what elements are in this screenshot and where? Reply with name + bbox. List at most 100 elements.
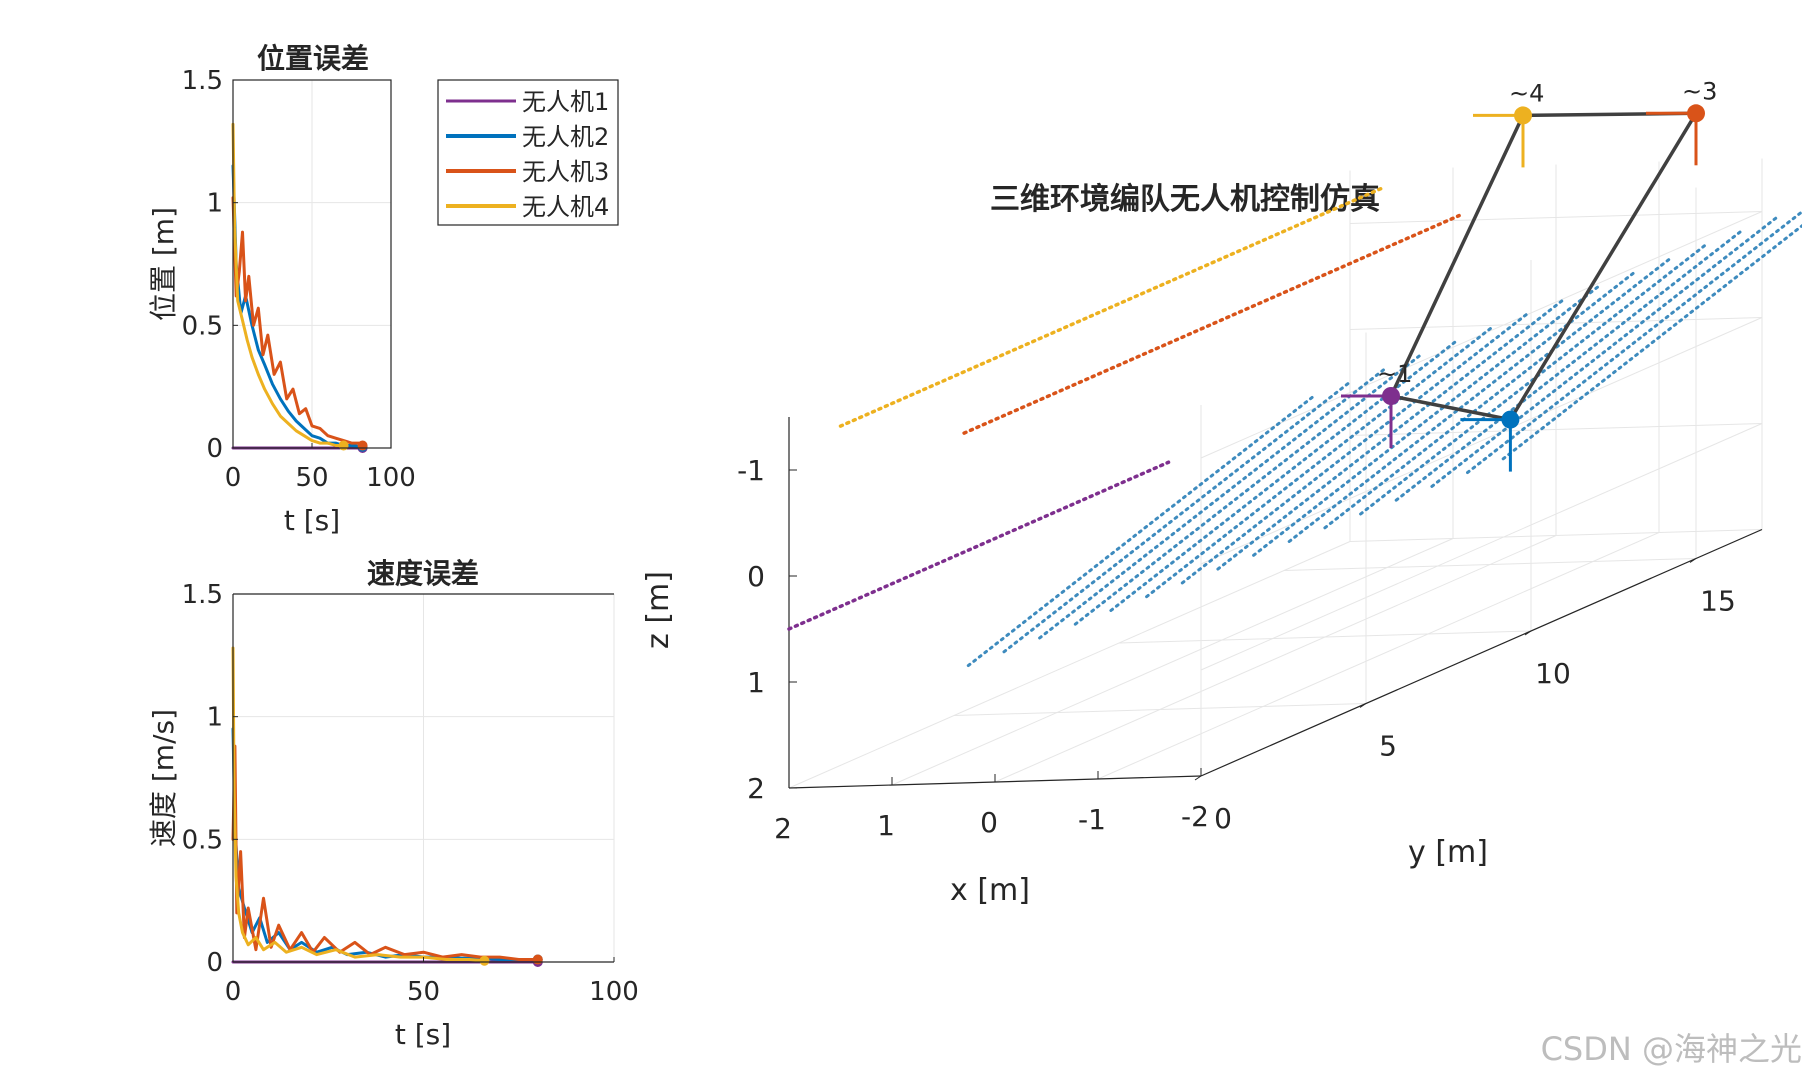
position-error-chart: 位置误差 0 50 100 0 0.5 1 1.5 t [s] 位置 [m] [147, 42, 416, 537]
sim3d-xtick-label-1: 1 [877, 809, 895, 842]
sim3d-ztick-label-2: 1 [747, 666, 765, 699]
vel-chart-title: 速度误差 [367, 557, 479, 590]
sim3d-drone-1 [1382, 387, 1400, 405]
pos-series-uav3 [231, 196, 365, 447]
vel-ytick-label-1: 0.5 [182, 825, 223, 855]
sim3d-ytick-label-1: 5 [1379, 730, 1397, 763]
sim3d-back-hgrid-1 [1349, 317, 1763, 330]
legend-entry-uav2: 无人机2 [446, 123, 609, 151]
sim3d-ytick-label-0: 0 [1214, 802, 1232, 835]
sim3d-xtick-label-2: 0 [980, 806, 998, 839]
sim3d-ytick-mark-1 [1359, 703, 1367, 708]
watermark: CSDN @海神之光 [1540, 1030, 1802, 1068]
pos-ytick-label-1: 0.5 [182, 311, 223, 341]
pos-x-ticks: 0 50 100 [225, 443, 416, 493]
vel-x-ticks: 0 50 100 [225, 957, 639, 1007]
vel-marker-uav4 [479, 955, 490, 966]
sim3d-ytick-mark-3 [1689, 558, 1697, 563]
sim3d-wake-line-1 [1002, 380, 1352, 654]
sim3d-back-hgrid-2 [1349, 423, 1763, 436]
sim3d-side-hgrid-2 [1200, 423, 1763, 671]
sim3d-ytick-label-3: 15 [1700, 585, 1736, 618]
pos-xtick-label-1: 50 [295, 463, 328, 493]
pos-marker-uav4 [338, 440, 349, 451]
legend-label-uav3: 无人机3 [522, 158, 609, 186]
sim3d-ylabel: y [m] [1408, 835, 1488, 870]
sim3d-xlabel: x [m] [950, 873, 1030, 908]
pos-ytick-label-2: 1 [206, 189, 223, 219]
sim3d-floor-xgrid-1 [891, 538, 1454, 786]
sim3d-link-1 [1389, 114, 1525, 397]
vel-ylabel: 速度 [m/s] [147, 709, 180, 847]
vel-series-uav4 [231, 646, 486, 963]
sim3d-ztick-label-1: 0 [747, 560, 765, 593]
pos-series-uav4 [231, 122, 346, 447]
sim3d-zlabel: z [m] [641, 571, 676, 649]
sim3d-drone-label-4: ~4 [1509, 79, 1544, 107]
sim3d-wake-line-3 [1073, 352, 1424, 626]
sim3d-trail-2 [838, 185, 1387, 428]
sim3d-ytick-label-2: 10 [1535, 657, 1571, 690]
pos-xtick-label-2: 100 [366, 463, 416, 493]
legend-box [437, 79, 619, 226]
legend-label-uav1: 无人机1 [522, 88, 609, 116]
sim3d-wake-pattern [966, 209, 1802, 668]
sim3d-drone-label-3: ~3 [1682, 77, 1717, 105]
vel-xtick-label-1: 50 [407, 977, 440, 1007]
sim3d-wake-line-8 [1252, 283, 1602, 557]
sim3d-side-hgrid-0 [1200, 211, 1763, 459]
sim3d-wake-line-5 [1145, 325, 1495, 599]
sim3d-wake-line-15 [1501, 223, 1802, 461]
sim3d-link-2 [1508, 112, 1698, 421]
sim3d-wake-line-10 [1323, 256, 1673, 530]
sim3d-xtick-label-3: -1 [1078, 803, 1106, 836]
vel-ytick-label-2: 1 [206, 703, 223, 733]
sim3d-trail-0 [787, 460, 1171, 631]
sim3d-ytick-mark-0 [1194, 775, 1202, 781]
pos-series-group [231, 122, 368, 453]
pos-xtick-label-0: 0 [225, 463, 242, 493]
sim3d-title: 三维环境编队无人机控制仿真 [990, 182, 1380, 217]
sim3d-xtick-label-4: -2 [1181, 800, 1209, 833]
vel-xlabel: t [s] [395, 1018, 451, 1051]
sim3d-xtick-label-0: 2 [774, 812, 792, 845]
sim3d-drone-3 [1687, 104, 1705, 123]
pos-y-ticks: 0 0.5 1 1.5 [182, 66, 238, 464]
vel-y-ticks: 0 0.5 1 1.5 [182, 580, 238, 978]
sim3d-drones: ~1 ~3 ~4 [1341, 77, 1717, 472]
sim3d-wake-line-12 [1394, 228, 1744, 502]
velocity-error-chart: 速度误差 0 50 100 0 0.5 1 1.5 t [s] 速度 [m/s] [147, 557, 639, 1051]
sim3d-side-hgrid-1 [1200, 317, 1763, 565]
sim3d-floor-xgrid-3 [1097, 532, 1660, 780]
sim3d-grid [788, 158, 1763, 789]
sim3d-back-hgrid-0 [1349, 211, 1763, 224]
sim3d-wake-line-13 [1430, 214, 1780, 488]
pos-grid [232, 79, 392, 449]
sim3d-back-hgrid-3 [1349, 529, 1763, 542]
sim3d-wake-line-2 [1038, 366, 1388, 640]
sim3d-drone-label-1: ~1 [1377, 360, 1412, 388]
sim3d-trail-1 [962, 213, 1461, 435]
sim3d-ztick-label-3: 2 [747, 772, 765, 805]
sim3d-wake-line-6 [1180, 311, 1531, 585]
sim3d-ytick-mark-2 [1524, 630, 1532, 636]
vel-ytick-label-0: 0 [206, 948, 223, 978]
sim3d-wake-line-4 [1109, 338, 1459, 612]
pos-ytick-label-3: 1.5 [182, 66, 223, 96]
vel-grid [232, 593, 615, 963]
legend-entry-uav1: 无人机1 [446, 88, 609, 116]
sim3d-link-3 [1390, 394, 1511, 422]
legend: 无人机1 无人机2 无人机3 无人机4 [437, 79, 619, 226]
sim3d-floor-xgrid-2 [994, 535, 1557, 783]
pos-xlabel: t [s] [284, 504, 340, 537]
vel-series-uav3 [231, 744, 540, 961]
vel-marker-uav3 [532, 954, 543, 965]
sim3d-wake-line-0 [966, 394, 1317, 668]
legend-label-uav2: 无人机2 [522, 123, 609, 151]
sim3d-wake-line-14 [1466, 209, 1802, 475]
sim3d-ztick-label-0: -1 [737, 454, 765, 487]
legend-entry-uav3: 无人机3 [446, 158, 609, 186]
vel-xtick-label-2: 100 [589, 977, 639, 1007]
